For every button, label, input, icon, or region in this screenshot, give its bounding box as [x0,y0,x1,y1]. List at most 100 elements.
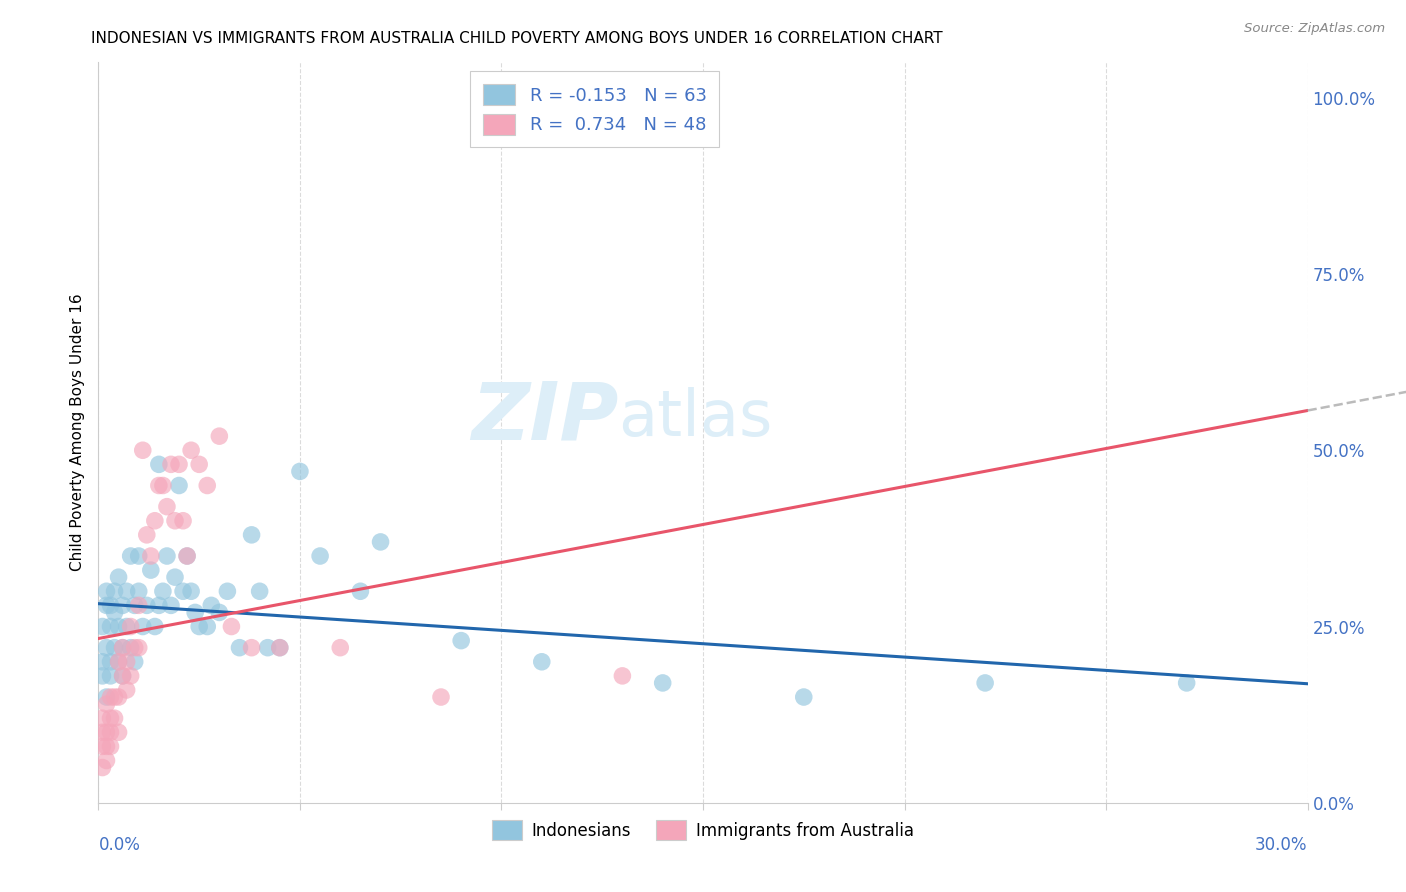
Point [128,549,150,563]
Point [135,528,157,542]
Text: 30.0%: 30.0% [1256,836,1308,855]
Point [240,640,263,655]
Point [100,619,122,633]
Point [96,725,118,739]
Point [269,640,291,655]
Point [91,619,114,633]
Point [96,599,118,613]
Point [96,697,118,711]
Point [91,655,114,669]
Point [111,640,134,655]
Legend: Indonesians, Immigrants from Australia: Indonesians, Immigrants from Australia [485,814,921,847]
Point [100,599,122,613]
Point [793,690,815,704]
Point [107,690,129,704]
Point [115,584,138,599]
Point [128,584,150,599]
Point [91,739,114,754]
Point [107,619,129,633]
Point [195,619,218,633]
Point [651,676,673,690]
Point [208,429,231,443]
Point [156,500,179,514]
Point [256,640,278,655]
Point [103,711,125,725]
Point [120,619,142,633]
Point [96,584,118,599]
Point [143,619,166,633]
Point [163,570,186,584]
Point [139,563,162,577]
Point [91,725,114,739]
Point [349,584,371,599]
Point [221,619,243,633]
Point [91,760,114,774]
Point [135,599,157,613]
Point [240,528,263,542]
Point [228,640,250,655]
Point [329,640,352,655]
Point [370,535,392,549]
Point [148,478,170,492]
Point [96,640,118,655]
Point [100,690,122,704]
Point [160,599,183,613]
Point [288,464,311,478]
Point [96,690,118,704]
Point [152,584,174,599]
Point [100,669,122,683]
Point [120,549,142,563]
Point [148,599,170,613]
Point [184,606,207,620]
Point [188,619,211,633]
Point [269,640,291,655]
Point [172,514,194,528]
Text: atlas: atlas [619,387,773,449]
Point [100,739,122,754]
Point [180,443,202,458]
Text: Source: ZipAtlas.com: Source: ZipAtlas.com [1244,22,1385,36]
Point [103,640,125,655]
Point [107,570,129,584]
Point [124,640,146,655]
Point [163,514,186,528]
Point [188,458,211,472]
Point [172,584,194,599]
Point [111,640,134,655]
Point [100,711,122,725]
Text: 0.0%: 0.0% [98,836,141,855]
Point [120,669,142,683]
Point [530,655,553,669]
Point [91,711,114,725]
Point [974,676,997,690]
Point [132,443,155,458]
Point [143,514,166,528]
Point [124,599,146,613]
Point [430,690,453,704]
Point [612,669,634,683]
Text: ZIP: ZIP [471,379,619,457]
Y-axis label: Child Poverty Among Boys Under 16: Child Poverty Among Boys Under 16 [69,293,84,572]
Point [148,458,170,472]
Point [309,549,332,563]
Point [1175,676,1198,690]
Point [176,549,198,563]
Point [91,669,114,683]
Point [450,633,472,648]
Point [249,584,271,599]
Point [103,606,125,620]
Point [167,458,190,472]
Point [96,739,118,754]
Point [124,655,146,669]
Point [100,725,122,739]
Point [132,619,155,633]
Point [103,690,125,704]
Point [100,655,122,669]
Point [111,669,134,683]
Point [217,584,239,599]
Point [107,725,129,739]
Point [128,640,150,655]
Point [115,619,138,633]
Text: INDONESIAN VS IMMIGRANTS FROM AUSTRALIA CHILD POVERTY AMONG BOYS UNDER 16 CORREL: INDONESIAN VS IMMIGRANTS FROM AUSTRALIA … [91,31,943,46]
Point [208,606,231,620]
